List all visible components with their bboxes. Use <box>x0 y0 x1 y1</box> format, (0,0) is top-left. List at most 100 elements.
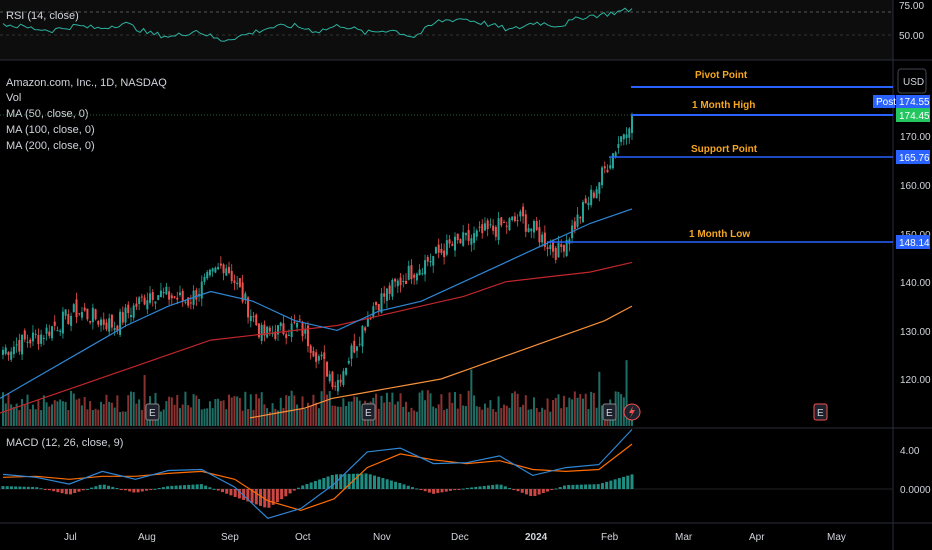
candle-body <box>380 293 383 313</box>
candle-body <box>511 216 514 221</box>
candle-body <box>326 361 329 377</box>
macd-hist-bar <box>43 489 47 490</box>
volume-bar <box>565 407 568 426</box>
volume-bar <box>225 409 228 426</box>
volume-bar <box>203 408 206 426</box>
candle-body <box>306 325 309 347</box>
candle-body <box>413 274 416 278</box>
candle-body <box>238 278 241 288</box>
indicator-ma100[interactable]: MA (100, close, 0) <box>6 124 95 136</box>
candle-body <box>108 318 111 332</box>
earnings-marker[interactable]: E <box>145 403 160 421</box>
volume-bar <box>37 400 40 426</box>
candle-body <box>500 217 503 226</box>
volume-bar <box>211 408 214 426</box>
candle-body <box>581 202 584 223</box>
time-tick: Dec <box>451 532 469 543</box>
candle-body <box>110 314 113 328</box>
candle-body <box>377 303 380 311</box>
month-low-price-value: 148.14 <box>899 238 930 249</box>
volume-bar <box>113 407 116 426</box>
macd-hist-bar <box>246 489 250 502</box>
candle-body <box>268 327 271 332</box>
macd-hist-bar <box>592 484 596 489</box>
macd-hist-bar <box>132 489 136 493</box>
time-axis[interactable]: Jul Aug Sep Oct Nov Dec 2024 Feb Mar Apr May <box>64 532 846 543</box>
volume-bar <box>247 409 250 426</box>
macd-hist-bar <box>398 483 402 489</box>
volume-bar <box>241 410 244 426</box>
candle-body <box>12 346 15 355</box>
symbol-title[interactable]: Amazon.com, Inc., 1D, NASDAQ <box>6 77 167 89</box>
volume-bar <box>424 400 427 426</box>
volume-bar <box>494 411 497 426</box>
rsi-label: RSI (14, close) <box>6 10 79 22</box>
candle-body <box>187 297 190 306</box>
candle-body <box>628 128 631 138</box>
volume-bar <box>339 406 342 426</box>
ma200-line <box>249 305 633 419</box>
macd-hist-bar <box>174 485 178 489</box>
candle-body <box>132 305 135 318</box>
volume-bar <box>549 411 552 426</box>
candle-body <box>355 346 358 351</box>
candle-body <box>173 296 176 298</box>
candle-body <box>249 315 252 322</box>
volume-bar <box>592 392 595 426</box>
volume-bar <box>350 401 353 426</box>
dividend-lightning-icon[interactable] <box>623 403 641 421</box>
candle-body <box>260 325 263 341</box>
volume-bar <box>508 407 511 426</box>
macd-hist-bar <box>503 486 507 489</box>
volume-bar <box>138 399 141 426</box>
macd-hist-bar <box>567 485 571 489</box>
volume-bar <box>244 391 247 426</box>
macd-hist-bar <box>410 487 414 489</box>
candle-body <box>560 244 563 247</box>
indicator-ma200[interactable]: MA (200, close, 0) <box>6 140 95 152</box>
macd-hist-bar <box>208 487 212 489</box>
svg-text:E: E <box>149 408 156 419</box>
candle-body <box>225 268 228 276</box>
indicator-ma50[interactable]: MA (50, close, 0) <box>6 108 89 120</box>
earnings-marker[interactable]: E <box>361 403 376 421</box>
volume-bar <box>18 410 21 426</box>
indicator-vol[interactable]: Vol <box>6 92 21 104</box>
candle-body <box>320 354 323 357</box>
candle-body <box>385 288 388 301</box>
upcoming-earnings-marker[interactable]: E <box>813 403 828 421</box>
macd-pane <box>0 428 893 523</box>
volume-bar <box>503 404 506 426</box>
volume-bar <box>451 402 454 426</box>
currency-button[interactable] <box>897 68 927 94</box>
candle-body <box>315 352 318 362</box>
macd-hist-bar <box>1 486 5 489</box>
macd-hist-bar <box>394 481 398 489</box>
macd-hist-bar <box>178 485 182 489</box>
candle-body <box>426 256 429 262</box>
candle-body <box>140 296 143 298</box>
time-tick: Sep <box>221 532 239 543</box>
volume-bar <box>304 409 307 426</box>
support-price-tag <box>896 150 930 164</box>
candle-body <box>513 216 516 221</box>
candle-body <box>94 309 97 320</box>
candle-body <box>178 292 181 296</box>
candle-body <box>598 182 601 194</box>
volume-bar <box>274 408 277 426</box>
macd-hist-bar <box>102 484 106 489</box>
candle-body <box>211 268 214 272</box>
volume-bar <box>140 409 143 426</box>
candle-body <box>549 245 552 250</box>
macd-hist-bar <box>14 486 18 489</box>
candle-body <box>89 321 92 323</box>
candle-body <box>350 345 353 359</box>
candle-body <box>631 114 633 133</box>
volume-bar <box>500 408 503 426</box>
candle-body <box>102 319 105 325</box>
earnings-marker[interactable]: E <box>602 403 617 421</box>
candle-body <box>4 347 7 354</box>
candle-body <box>508 218 511 231</box>
volume-bar <box>505 405 508 426</box>
